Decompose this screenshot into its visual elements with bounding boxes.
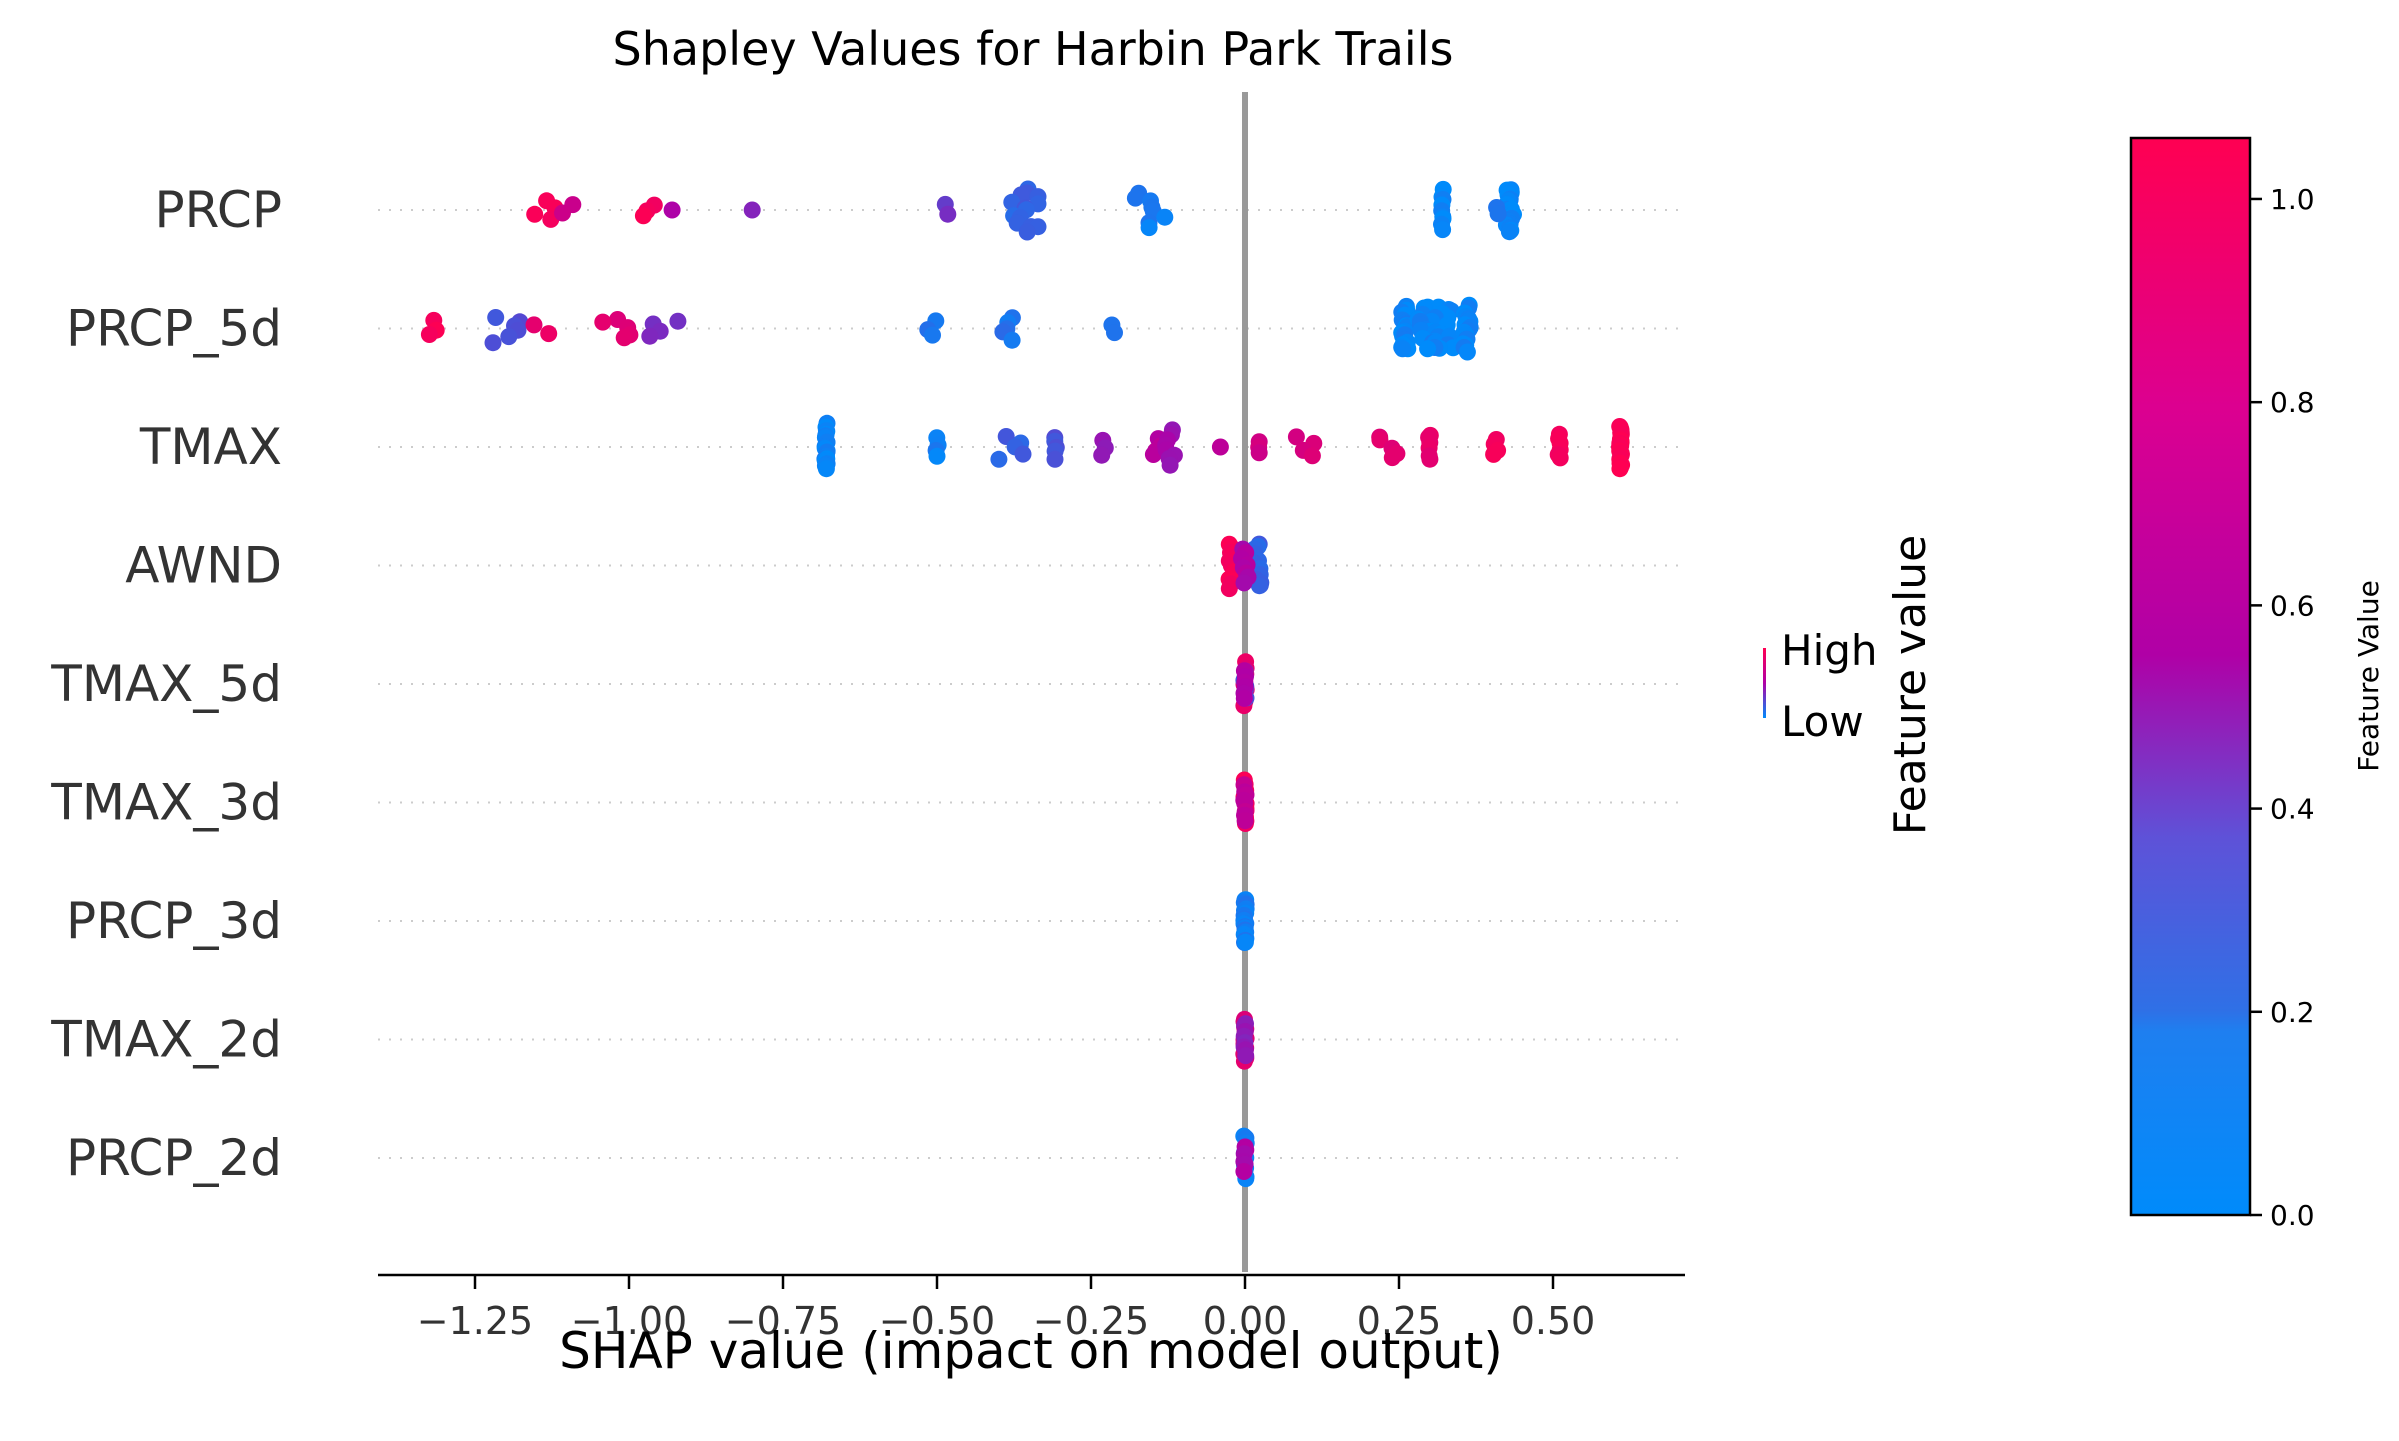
x-tick-label: 0.50 (1511, 1299, 1596, 1343)
feature-label-tmax_3d: TMAX_3d (50, 774, 282, 832)
grid-lines (378, 209, 1685, 1159)
shap-point (1235, 689, 1253, 707)
shap-point (526, 205, 544, 223)
x-tick-label: 0.00 (1203, 1299, 1288, 1343)
shap-point (1421, 450, 1439, 468)
legend-high-label: High (1781, 626, 1878, 675)
shap-point (1018, 223, 1036, 241)
shap-point (1235, 574, 1253, 592)
colorbar-tick-label: 0.4 (2270, 793, 2315, 826)
colorbar-tick-label: 0.6 (2270, 589, 2315, 622)
x-tick-label: 0.25 (1357, 1299, 1442, 1343)
x-tick-label: −0.50 (879, 1299, 995, 1343)
shap-point (663, 201, 681, 219)
shap-point (1551, 449, 1569, 467)
shap-point (928, 447, 946, 465)
x-axis-ticks: −1.25 −1.00 −0.75 −0.50 −0.25 0.00 0.25 0.50 (417, 1275, 1596, 1343)
shap-point (1236, 812, 1254, 830)
shap-point (1434, 221, 1452, 239)
x-tick-label: −1.25 (417, 1299, 533, 1343)
shap-point (641, 327, 659, 345)
x-tick-label: −0.75 (725, 1299, 841, 1343)
colorbar-tick-label: 0.8 (2270, 386, 2315, 419)
chart-title: Shapley Values for Harbin Park Trails (613, 22, 1454, 76)
shap-point (1303, 447, 1321, 465)
shap-point (1014, 445, 1032, 463)
shap-point (1371, 431, 1389, 449)
shap-point (1144, 446, 1162, 463)
shap-point (1500, 223, 1518, 241)
shap-point (1161, 456, 1179, 474)
legend-color-bar (1763, 648, 1766, 718)
shap-point (525, 316, 543, 334)
colorbar-label: Feature Value (2352, 580, 2385, 772)
shap-point (540, 325, 558, 343)
colorbar-tick-label: 0.0 (2270, 1199, 2315, 1232)
feature-label-tmax: TMAX (139, 418, 282, 476)
colorbar-tick-label: 0.2 (2270, 996, 2315, 1029)
shap-point (1287, 428, 1305, 446)
shap-point (1220, 580, 1238, 598)
shap-point (1003, 193, 1021, 211)
feature-label-prcp_3d: PRCP_3d (66, 892, 282, 950)
shap-point (1211, 438, 1229, 456)
shap-point (615, 329, 633, 347)
shap-point (1156, 208, 1174, 226)
colorbar-tick-label: 1.0 (2270, 183, 2315, 216)
shap-point (1485, 445, 1503, 463)
shap-point (1419, 340, 1437, 358)
shap-point (1140, 219, 1158, 237)
shap-point (669, 312, 687, 330)
feature-label-prcp: PRCP (155, 181, 282, 239)
shap-point (1003, 331, 1021, 349)
colorbar (2129, 136, 2252, 1217)
shap-point (500, 328, 518, 346)
shap-point (1383, 449, 1401, 467)
shap-point (1250, 444, 1268, 462)
shap-point (420, 326, 438, 343)
feature-labels: PRCP PRCP_5d TMAX AWND TMAX_5d TMAX_3d PRCP_3d… (50, 181, 282, 1187)
shap-point (1236, 933, 1254, 951)
shap-point (1458, 343, 1476, 361)
shap-point (1394, 340, 1412, 358)
shap-point (1093, 446, 1111, 464)
feature-label-prcp_5d: PRCP_5d (66, 300, 282, 358)
shap-point (743, 201, 761, 219)
shap-point (1106, 324, 1123, 342)
shap-point (1489, 205, 1507, 223)
shap-point (594, 313, 612, 331)
feature-label-tmax_5d: TMAX_5d (50, 655, 282, 713)
feature-label-prcp_2d: PRCP_2d (66, 1129, 282, 1187)
feature-label-tmax_2d: TMAX_2d (50, 1011, 282, 1069)
shap-point (554, 204, 571, 222)
x-tick-label: −0.25 (1033, 1299, 1149, 1343)
shap-point (484, 334, 502, 352)
shap-point (1126, 189, 1144, 207)
shap-point (1235, 1163, 1253, 1180)
x-tick-label: −1.00 (571, 1299, 687, 1343)
x-axis-label: SHAP value (impact on model output) (559, 1322, 1503, 1380)
legend-title: Feature value (1885, 535, 1936, 835)
shap-point (990, 450, 1008, 468)
shap-point (1237, 1047, 1255, 1065)
shap-point (1611, 460, 1629, 478)
shap-points (420, 180, 1631, 1188)
shap-point (817, 460, 835, 478)
shap-point (939, 205, 957, 223)
legend-low-label: Low (1781, 697, 1864, 746)
shap-point (487, 309, 505, 326)
feature-label-awnd: AWND (125, 537, 282, 595)
shap-point (634, 207, 652, 225)
colorbar-ticks: 0.0 0.2 0.4 0.6 0.8 1.0 (2250, 183, 2315, 1232)
shap-point (1046, 450, 1064, 468)
shap-point (924, 326, 941, 344)
